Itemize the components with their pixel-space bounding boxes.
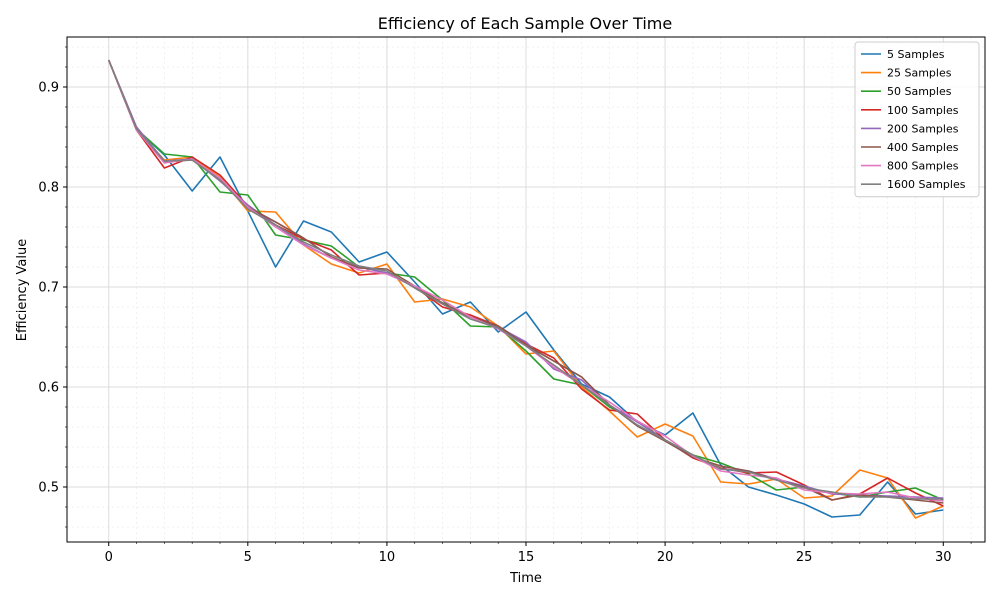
x-axis-label: Time <box>509 571 542 586</box>
legend-label: 400 Samples <box>887 141 959 154</box>
legend-label: 1600 Samples <box>887 178 966 191</box>
x-tick-label: 25 <box>796 550 813 565</box>
x-tick-label: 30 <box>935 550 952 565</box>
series-line-25-samples <box>107 59 944 519</box>
y-tick-label: 0.9 <box>38 81 59 96</box>
y-tick-label: 0.7 <box>38 281 59 296</box>
y-tick-label: 0.6 <box>38 381 59 396</box>
y-tick-label: 0.5 <box>38 481 59 496</box>
x-tick-label: 10 <box>379 550 396 565</box>
legend-label: 50 Samples <box>887 85 952 98</box>
grid <box>67 37 985 542</box>
series-line-200-samples <box>107 59 944 499</box>
legend-label: 800 Samples <box>887 160 959 173</box>
legend: 5 Samples 25 Samples 50 Samples 100 Samples… <box>854 41 980 198</box>
x-tick-label: 15 <box>518 550 535 565</box>
legend-label: 25 Samples <box>887 67 952 80</box>
legend-label: 100 Samples <box>887 104 959 117</box>
x-tick-label: 5 <box>244 550 252 565</box>
y-tick-label: 0.8 <box>38 181 59 196</box>
y-axis-label: Efficiency Value <box>15 239 30 341</box>
series-line-1600-samples <box>107 59 944 500</box>
legend-box <box>854 41 980 198</box>
series-lines <box>107 59 944 519</box>
x-tick-label: 20 <box>657 550 674 565</box>
legend-label: 5 Samples <box>887 48 945 61</box>
x-tick-label: 0 <box>105 550 113 565</box>
axis-ticks: 0 5 10 15 20 25 30 0.5 0.6 0.7 0.8 0.9 <box>38 46 972 565</box>
legend-label: 200 Samples <box>887 122 959 135</box>
chart-title: Efficiency of Each Sample Over Time <box>378 14 672 33</box>
